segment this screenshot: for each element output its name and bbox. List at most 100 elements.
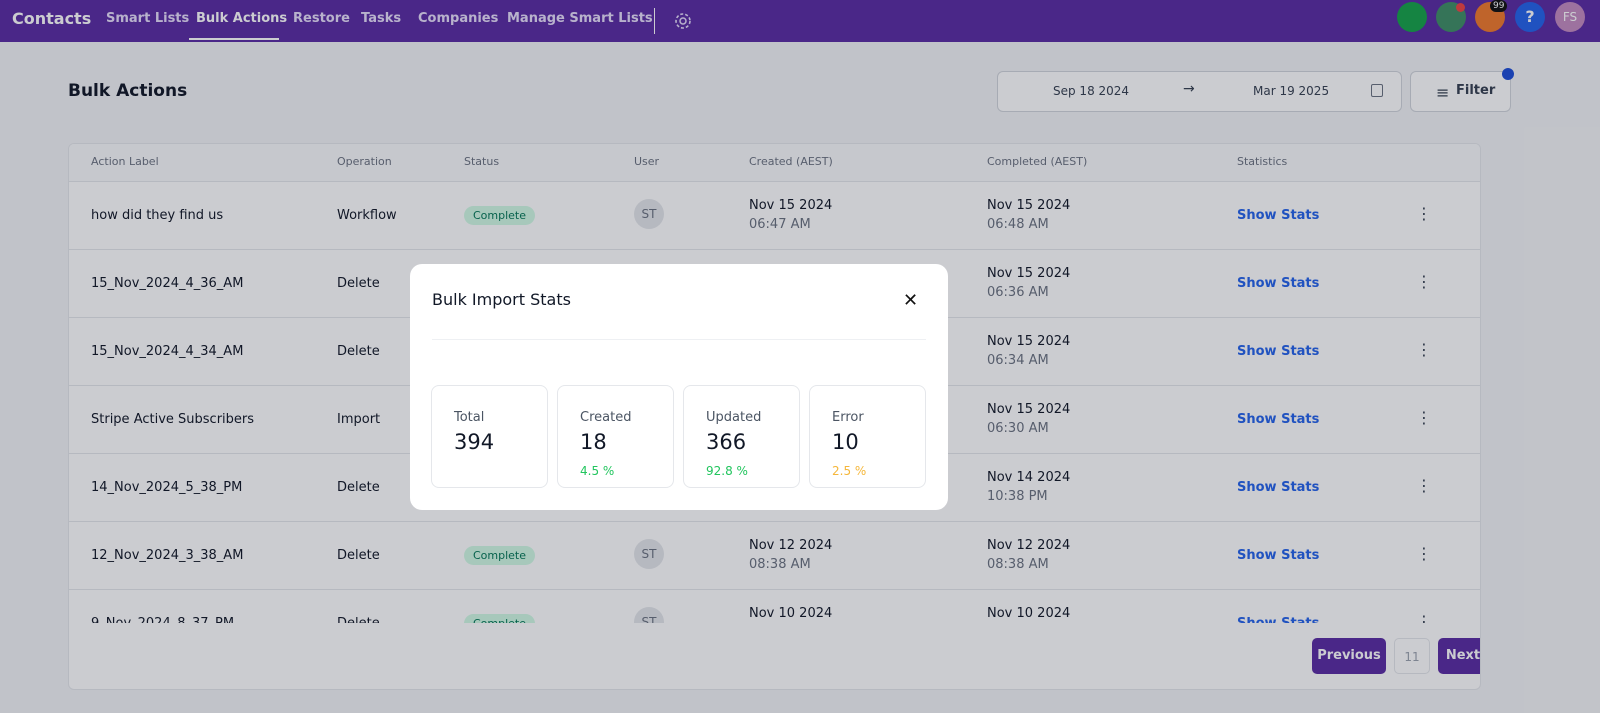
user-avatar: ST (634, 539, 664, 569)
divider (432, 339, 926, 340)
date-range[interactable]: Sep 18 2024 → Mar 19 2025 (997, 71, 1402, 112)
settings-icon[interactable] (673, 11, 693, 31)
completed-date: Nov 12 2024 (987, 538, 1071, 553)
action-label: 14_Nov_2024_5_38_PM (91, 480, 243, 495)
created-time: 06:47 AM (749, 217, 811, 232)
modal-title: Bulk Import Stats (432, 290, 571, 309)
help-icon[interactable]: ? (1515, 2, 1545, 32)
show-stats-link[interactable]: Show Stats (1237, 616, 1319, 623)
column-header: Statistics (1237, 155, 1288, 168)
operation: Workflow (337, 208, 397, 223)
show-stats-link[interactable]: Show Stats (1237, 548, 1320, 563)
brand[interactable]: Contacts (12, 9, 92, 28)
show-stats-link[interactable]: Show Stats (1237, 412, 1320, 427)
column-header: Created (AEST) (749, 155, 833, 168)
row-menu[interactable]: ⋮ (1416, 204, 1432, 223)
date-to: Mar 19 2025 (1253, 84, 1330, 98)
action-label: Stripe Active Subscribers (91, 412, 255, 427)
phone-icon[interactable] (1397, 2, 1427, 32)
column-header: User (634, 155, 660, 168)
stat-value: 18 (580, 430, 607, 454)
created-date: Nov 10 2024 (749, 606, 833, 621)
nav-tab[interactable]: Tasks (361, 11, 402, 26)
column-header: Completed (AEST) (987, 155, 1088, 168)
table-header: Action Label Operation Status User Created (… (69, 144, 1480, 182)
divider (654, 8, 655, 34)
stats-modal: Bulk Import Stats ✕ Total 394 Created 18 4.5… (410, 264, 948, 510)
completed-time: 08:38 AM (987, 557, 1049, 572)
action-label: 12_Nov_2024_3_38_AM (91, 548, 244, 563)
stat-card: Error 10 2.5 % (809, 385, 926, 488)
user-avatar: ST (634, 607, 664, 623)
avatar[interactable]: FS (1555, 2, 1585, 32)
show-stats-link[interactable]: Show Stats (1237, 480, 1320, 495)
column-header: Operation (337, 155, 392, 168)
page-number[interactable]: 11 (1394, 638, 1430, 674)
arrow: → (1183, 81, 1195, 97)
status-pill: Complete (464, 546, 536, 565)
operation: Import (337, 412, 381, 427)
date-from: Sep 18 2024 (1053, 84, 1130, 98)
operation: Delete (337, 548, 380, 563)
page-title: Bulk Actions (68, 81, 188, 101)
previous-button[interactable]: Previous (1312, 638, 1386, 674)
operation: Delete (337, 616, 380, 623)
action-label: how did they find us (91, 208, 224, 223)
status-pill: Complete (464, 614, 536, 623)
filter-button[interactable]: ≡ Filter (1410, 71, 1511, 112)
row-menu[interactable]: ⋮ (1416, 476, 1432, 495)
stat-percent: 4.5 % (580, 464, 615, 478)
column-header: Status (464, 155, 500, 168)
stat-card: Total 394 (431, 385, 548, 488)
completed-time: 06:36 AM (987, 285, 1049, 300)
row-menu[interactable]: ⋮ (1416, 408, 1432, 427)
operation: Delete (337, 344, 380, 359)
completed-time: 06:30 AM (987, 421, 1049, 436)
completed-date: Nov 14 2024 (987, 470, 1071, 485)
created-date: Nov 15 2024 (749, 198, 833, 213)
nav-tab[interactable]: Bulk Actions (196, 11, 288, 26)
completed-date: Nov 15 2024 (987, 334, 1071, 349)
completed-date: Nov 15 2024 (987, 402, 1071, 417)
nav-tab[interactable]: Companies (418, 11, 499, 26)
stat-percent: 2.5 % (832, 464, 867, 478)
completed-time: 10:38 PM (987, 489, 1048, 504)
nav-tab[interactable]: Restore (293, 11, 350, 26)
stat-value: 10 (832, 430, 859, 454)
close-button[interactable]: ✕ (903, 290, 919, 311)
row-menu[interactable]: ⋮ (1416, 272, 1432, 291)
show-stats-link[interactable]: Show Stats (1237, 208, 1320, 223)
action-label: 9_Nov_2024_8_37_PM (91, 616, 234, 623)
show-stats-link[interactable]: Show Stats (1237, 344, 1320, 359)
completed-time: 06:48 AM (987, 217, 1049, 232)
row-menu[interactable]: ⋮ (1416, 544, 1432, 563)
completed-date: Nov 15 2024 (987, 198, 1071, 213)
column-header: Action Label (91, 155, 159, 168)
stat-card: Updated 366 92.8 % (683, 385, 800, 488)
stat-value: 366 (706, 430, 747, 454)
row-menu[interactable]: ⋮ (1416, 612, 1432, 623)
next-button[interactable]: Next (1438, 638, 1480, 674)
nav-tab[interactable]: Smart Lists (106, 11, 190, 26)
action-label: 15_Nov_2024_4_36_AM (91, 276, 244, 291)
show-stats-link[interactable]: Show Stats (1237, 276, 1320, 291)
stat-label: Created (580, 410, 632, 425)
filter-label: Filter (1456, 83, 1496, 98)
table-row: 14_Nov_2024_5_38_PM Delete Nov 14 2024 10:3… (69, 454, 1480, 522)
stat-label: Updated (706, 410, 762, 425)
row-menu[interactable]: ⋮ (1416, 340, 1432, 359)
stat-label: Total (454, 410, 485, 425)
filter-dot (1502, 68, 1514, 80)
operation: Delete (337, 480, 380, 495)
completed-date: Nov 10 2024 (987, 606, 1071, 621)
stat-label: Error (832, 410, 864, 425)
status-pill: Complete (464, 206, 536, 225)
active-underline (189, 38, 279, 40)
completed-date: Nov 15 2024 (987, 266, 1071, 281)
nav-tab[interactable]: Manage Smart Lists (507, 11, 653, 26)
table-row: 9_Nov_2024_8_37_PM Delete Complete ST Nov 10… (69, 590, 1480, 623)
dot (1456, 3, 1465, 12)
stat-percent: 92.8 % (706, 464, 748, 478)
badge: 99 (1490, 0, 1508, 12)
